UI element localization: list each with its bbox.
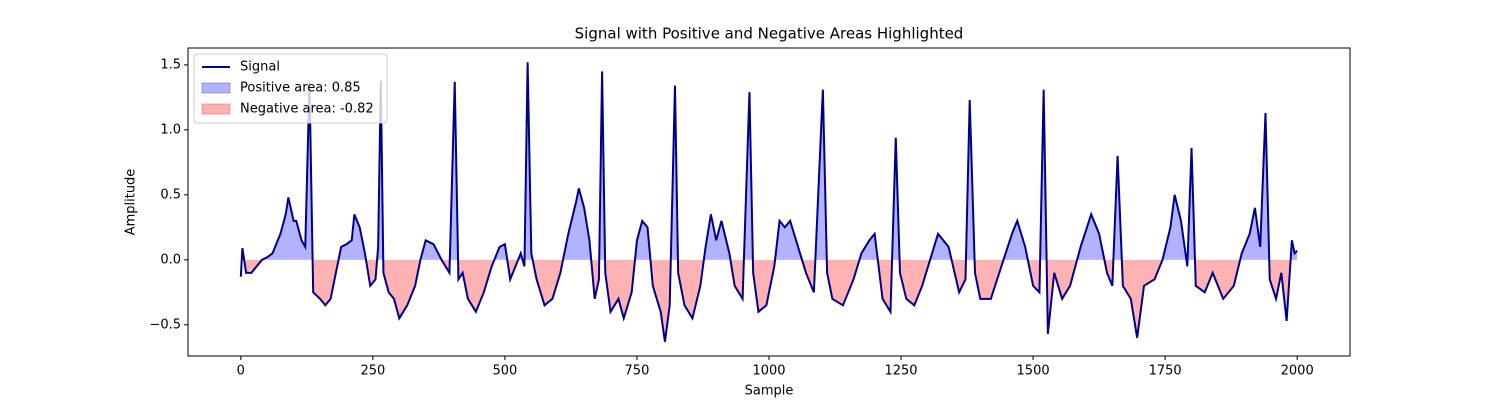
legend-box (193, 53, 388, 124)
x-tick-label: 1000 (752, 364, 785, 379)
legend-swatch (201, 103, 231, 115)
y-axis-label: Amplitude (124, 169, 139, 236)
x-tick-label: 1500 (1017, 364, 1050, 379)
area-fill (240, 259, 1291, 342)
y-tick-label: 0.5 (160, 187, 181, 202)
area-fill (240, 62, 1298, 260)
x-tick-label: 250 (360, 364, 385, 379)
x-tick-label: 1750 (1149, 364, 1182, 379)
x-tick-label: 1250 (884, 364, 917, 379)
x-axis-label: Sample (745, 384, 794, 399)
x-tick-label: 750 (625, 364, 650, 379)
x-tick-label: 2000 (1281, 364, 1314, 379)
x-tick-label: 0 (237, 364, 245, 379)
chart-title: Signal with Positive and Negative Areas … (575, 25, 964, 43)
y-tick-label: 1.0 (160, 122, 181, 137)
y-tick-label: 0.0 (160, 252, 181, 267)
legend-label: Positive area: 0.85 (240, 81, 361, 96)
y-tick-label: 1.5 (160, 57, 181, 72)
signal-line (239, 62, 1298, 342)
legend-label: Negative area: -0.82 (240, 102, 374, 117)
y-tick-label: −0.5 (149, 317, 181, 332)
legend-swatch (201, 82, 231, 94)
x-tick-label: 500 (492, 364, 517, 379)
legend-label: Signal (240, 60, 280, 75)
